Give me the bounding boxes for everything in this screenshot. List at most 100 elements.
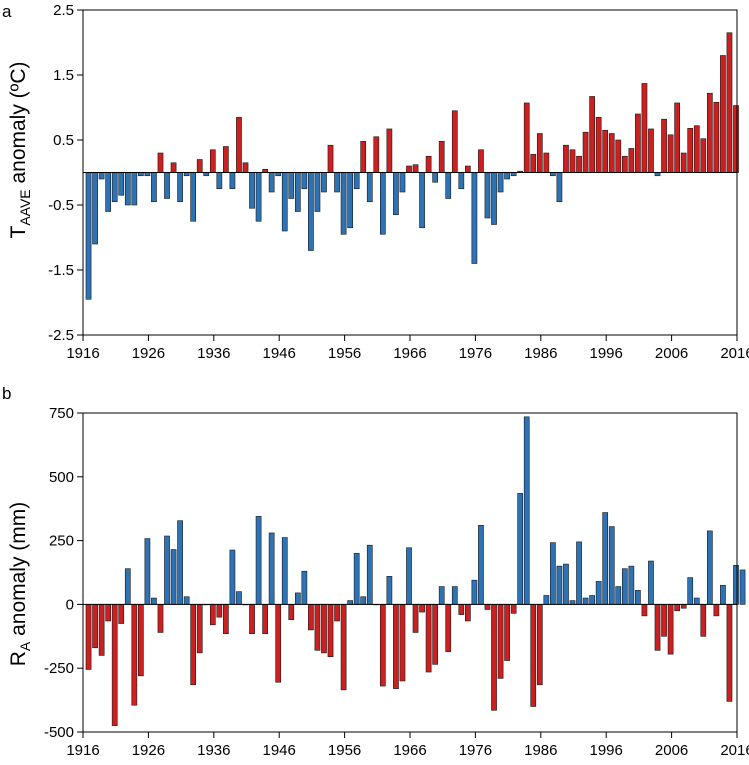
bar-a-1997 — [608, 133, 615, 173]
bar-a-1970 — [432, 172, 439, 183]
x-tick-label-b: 1946 — [263, 742, 296, 759]
y-label-a-rest: anomaly (ºC) — [7, 61, 30, 189]
bar-a-1980 — [497, 172, 504, 193]
x-tick-label-a: 2006 — [655, 345, 688, 362]
bar-b-2002 — [641, 604, 648, 617]
bar-b-1989 — [556, 565, 563, 605]
bar-b-1921 — [111, 604, 118, 726]
bar-b-1998 — [615, 586, 622, 605]
bar-b-1917 — [85, 604, 92, 670]
bar-b-1937 — [216, 604, 223, 618]
bar-a-1933 — [190, 172, 197, 222]
bar-a-1936 — [209, 149, 216, 173]
bar-b-2015 — [726, 604, 733, 702]
bar-b-1999 — [621, 568, 628, 605]
bar-b-1939 — [229, 549, 236, 605]
bar-a-1938 — [223, 146, 229, 173]
bar-a-1964 — [393, 172, 399, 216]
bar-b-2005 — [661, 604, 667, 637]
bar-a-1975 — [465, 165, 471, 173]
bar-a-1990 — [563, 144, 569, 173]
bar-b-1984 — [523, 416, 530, 605]
bar-a-1967 — [412, 164, 419, 173]
bar-a-1961 — [373, 136, 380, 173]
y-axis-label-a: TAAVE anomaly (ºC) — [7, 61, 33, 238]
bar-b-1920 — [105, 604, 112, 622]
bar-b-2013 — [713, 604, 720, 617]
bar-b-1994 — [589, 595, 595, 605]
bar-b-1958 — [353, 553, 360, 605]
bar-b-1936 — [209, 604, 216, 626]
bar-a-2010 — [693, 125, 700, 173]
bar-a-1958 — [353, 172, 360, 190]
bar-a-1994 — [589, 96, 595, 173]
bar-a-1963 — [386, 128, 393, 173]
y-label-a-sub: AAVE — [17, 189, 33, 225]
bar-a-1947 — [281, 172, 288, 232]
bar-b-1954 — [327, 604, 334, 658]
bar-b-1981 — [504, 604, 510, 661]
y-ticks-a: -2.5 -1.5 -0.5 0.5 1.5 2.5 — [48, 2, 83, 344]
bar-a-1960 — [366, 172, 373, 203]
y-ticks-b: -500 -250 0 250 500 750 — [44, 405, 83, 741]
bar-a-1998 — [615, 139, 622, 173]
bar-a-1939 — [229, 172, 236, 190]
bar-b-1980 — [497, 604, 504, 679]
bar-a-1995 — [595, 116, 602, 173]
bar-a-1942 — [249, 172, 255, 209]
x-tick-label-b: 1976 — [459, 742, 492, 759]
x-tick-label-a: 1946 — [263, 345, 296, 362]
bar-b-2008 — [680, 604, 687, 609]
bar-b-1944 — [262, 604, 268, 635]
bar-b-1943 — [255, 516, 262, 605]
bar-a-1934 — [196, 159, 203, 173]
bar-b-1997 — [608, 526, 615, 605]
x-tick-label-a: 1986 — [524, 345, 557, 362]
y-tick-label-b: 250 — [49, 533, 74, 550]
x-tick-label-b: 1936 — [197, 742, 230, 759]
bar-b-1977 — [478, 524, 484, 605]
x-tick-label-b: 2016 — [720, 742, 749, 759]
bar-a-1918 — [92, 172, 98, 245]
bar-a-1976 — [471, 172, 478, 264]
bar-a-1931 — [177, 172, 183, 203]
bar-a-2014 — [720, 55, 726, 173]
bar-b-1959 — [360, 596, 367, 605]
plot-frame-b — [82, 412, 738, 733]
bar-a-2012 — [706, 92, 713, 173]
bar-b-1929 — [164, 535, 170, 605]
bar-a-1984 — [523, 102, 530, 173]
y-tick-label-a: -1.5 — [48, 262, 74, 279]
bar-b-1942 — [249, 604, 255, 635]
bar-a-1993 — [582, 131, 589, 173]
bar-b-1922 — [118, 604, 125, 624]
y-label-a-main: T — [7, 226, 30, 239]
y-tick-label-a: -2.5 — [48, 327, 74, 344]
bar-b-1975 — [465, 604, 471, 622]
bar-b-1973 — [451, 586, 458, 605]
bar-b-1976 — [471, 579, 478, 605]
bar-b-1971 — [438, 586, 445, 605]
bar-b-1940 — [236, 591, 242, 605]
bar-a-1973 — [451, 110, 458, 173]
bar-a-1941 — [242, 162, 249, 173]
x-tick-label-b: 1926 — [132, 742, 165, 759]
bar-a-2009 — [687, 128, 694, 173]
bar-a-1989 — [556, 172, 563, 203]
bar-b-1982 — [510, 604, 517, 614]
bar-a-1969 — [425, 155, 432, 173]
bar-a-2013 — [713, 102, 720, 173]
y-label-b-sub: A — [17, 641, 33, 651]
bar-a-2002 — [641, 83, 648, 173]
bar-b-1950 — [301, 570, 308, 605]
bar-b-1925 — [138, 604, 144, 677]
bar-b-1986 — [536, 604, 543, 686]
bar-b-1995 — [595, 581, 602, 605]
bar-b-1987 — [543, 595, 550, 605]
x-tick-label-a: 1916 — [66, 345, 99, 362]
bar-b-1955 — [334, 604, 340, 622]
bar-b-1918 — [92, 604, 98, 649]
bar-b-1949 — [294, 592, 301, 605]
bar-a-1979 — [491, 172, 497, 225]
bar-b-1978 — [484, 604, 491, 610]
